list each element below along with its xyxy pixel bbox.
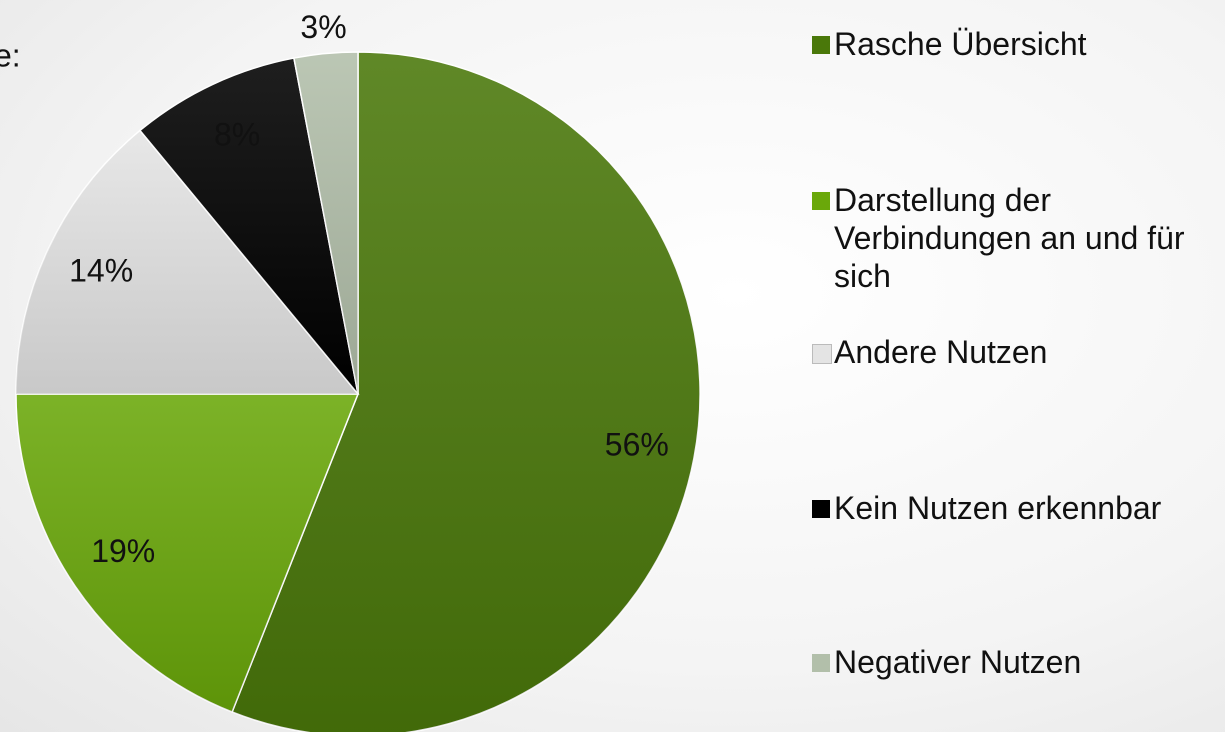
data-label: 8%: [214, 117, 260, 153]
legend-swatch: [812, 344, 832, 364]
data-label: 3%: [300, 9, 346, 45]
legend-item: Rasche Übersicht: [812, 25, 1217, 63]
data-label: 19%: [91, 533, 155, 569]
legend-swatch: [812, 500, 830, 518]
legend-swatch: [812, 192, 830, 210]
legend-label: Negativer Nutzen: [834, 644, 1082, 680]
legend-swatch: [812, 654, 830, 672]
legend-label: Andere Nutzen: [834, 334, 1048, 370]
legend-label: Rasche Übersicht: [834, 26, 1087, 62]
legend-item: Andere Nutzen: [812, 333, 1217, 371]
data-label: 14%: [69, 253, 133, 289]
legend-item: Negativer Nutzen: [812, 643, 1217, 681]
legend-item: Darstellung der Verbindungen an und für …: [812, 181, 1217, 295]
legend-label: Darstellung der Verbindungen an und für …: [834, 182, 1185, 294]
legend-label: Kein Nutzen erkennbar: [834, 490, 1162, 526]
legend-item: Kein Nutzen erkennbar: [812, 489, 1217, 527]
data-label: 56%: [605, 427, 669, 463]
annotation: e:: [0, 37, 21, 73]
legend-swatch: [812, 36, 830, 54]
